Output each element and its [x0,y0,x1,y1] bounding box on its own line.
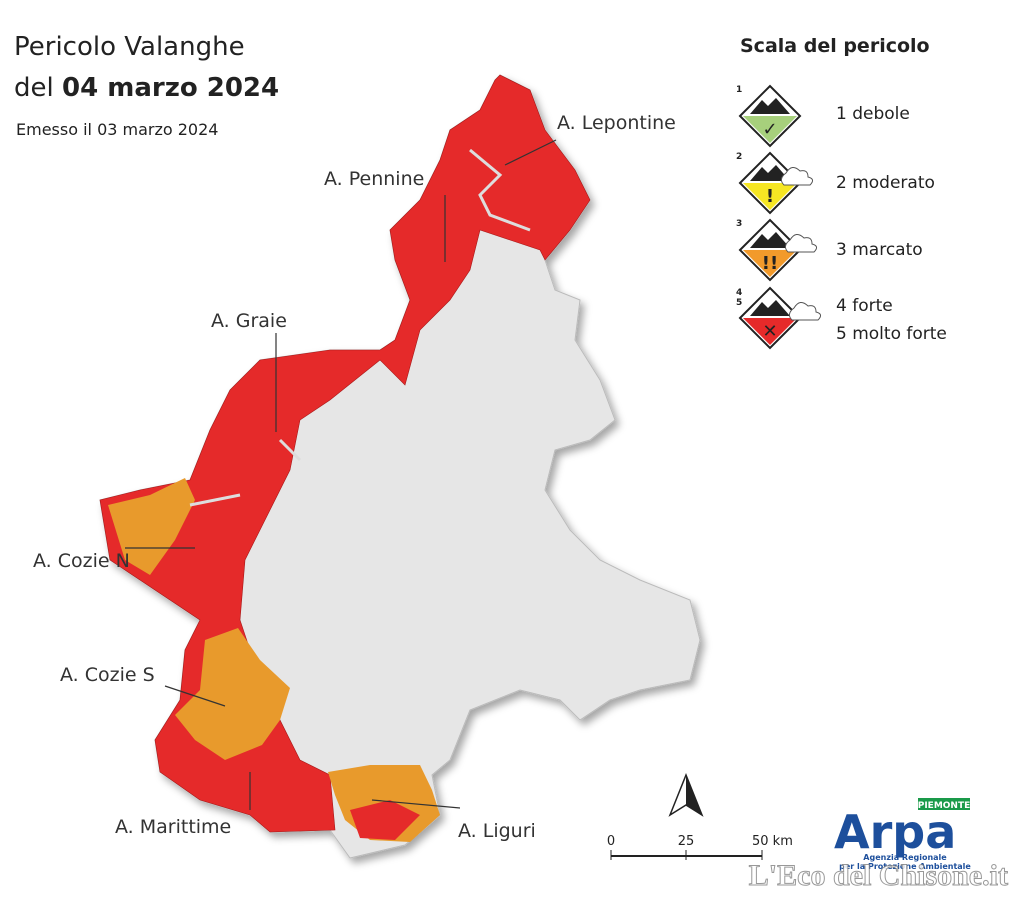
scale-label: 25 [678,834,695,849]
danger-3-area [108,478,195,575]
legend-icon [743,250,797,277]
region-label: A. Lepontine [557,112,676,134]
legend-icon [750,98,790,114]
level-number: 4 [736,288,742,298]
legend: Scala del pericolo ✓!!! ✕ 1 debole 2 mode… [736,35,947,350]
legend-icon [743,318,797,345]
legend-icon [780,167,814,186]
region-label: A. Cozie N [33,550,130,572]
region-label: A. Liguri [458,820,536,842]
legend-icon [750,300,790,316]
logo-region: PIEMONTE [918,801,971,811]
map [99,74,701,859]
scale-label: 50 km [752,834,793,849]
legend-label: 3 marcato [836,240,923,260]
logo-subtitle: per la Protezione Ambientale [839,862,971,871]
legend-icon [750,232,790,248]
header: Pericolo Valanghe del 04 marzo 2024 Emes… [14,32,279,139]
leader-line [125,139,557,810]
scale-label: 0 [607,834,615,849]
level-number: 3 [736,219,742,229]
region-label: A. Marittime [115,816,231,838]
danger-4-area [350,800,420,840]
title-prefix: del [14,73,54,103]
level-number: 1 [736,85,742,95]
legend-icon [784,234,818,253]
region-label: A. Pennine [324,168,424,190]
logo-subtitle: Agenzia Regionale [863,853,947,862]
legend-label: 5 molto forte [836,324,947,344]
scale-bar: 0 25 50 km [607,834,793,860]
legend-icon [743,183,797,210]
logo-band [918,798,970,810]
region-label: A. Cozie S [60,664,155,686]
level-number: 2 [736,152,742,162]
legend-label: 2 moderato [836,173,935,193]
danger-3-area [175,628,290,760]
logo: PIEMONTE Arpa Agenzia Regionale per la P… [834,798,971,871]
level-number: 5 [736,298,742,308]
north-arrow [668,772,704,817]
legend-label: 1 debole [836,104,910,124]
region-label: A. Graie [211,310,287,332]
legend-icon: !! [762,253,778,274]
title: del 04 marzo 2024 [14,73,279,103]
legend-label: 4 forte [836,296,893,316]
issued-date: Emesso il 03 marzo 2024 [16,120,218,139]
legend-icon [750,165,790,181]
title: Pericolo Valanghe [14,32,245,62]
logo-name: Arpa [834,805,956,859]
region-labels: A. Lepontine A. Pennine A. Graie A. Cozi… [33,112,676,842]
legend-icon [788,302,822,321]
legend-title: Scala del pericolo [740,35,930,57]
valley [189,148,531,507]
watermark: L'Eco del Chisone.it [749,859,1008,892]
legend-icon: ✓ [762,119,777,140]
legend-icon: ! [766,186,774,207]
legend-icon: ✕ [762,321,777,342]
legend-icon [743,116,797,143]
title-date: 04 marzo 2024 [62,73,279,103]
